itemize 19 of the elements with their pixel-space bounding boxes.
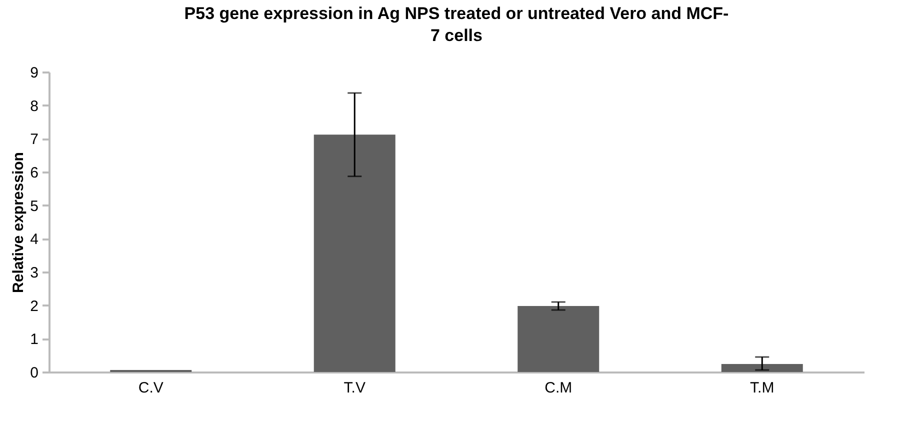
bar	[314, 134, 396, 372]
x-tick-label: T.M	[750, 380, 774, 396]
y-tick-label: 1	[30, 331, 38, 348]
y-tick-label: 3	[30, 264, 38, 282]
y-tick-label: 8	[30, 98, 38, 115]
bar	[721, 364, 803, 372]
y-tick-label: 5	[30, 198, 38, 215]
y-tick-label: 4	[30, 231, 38, 248]
y-tick-label: 0	[30, 364, 38, 382]
bar	[518, 306, 600, 372]
y-tick-label: 2	[30, 298, 38, 315]
chart-title: P53 gene expression in Ag NPS treated or untreated Vero and MCF-7 cells	[184, 4, 729, 45]
y-tick-label: 7	[30, 131, 38, 148]
y-tick-label: 9	[30, 64, 38, 82]
y-tick-label: 6	[30, 164, 38, 182]
x-tick-label: C.V	[138, 380, 164, 396]
x-tick-label: C.M	[544, 380, 572, 396]
x-tick-label: T.V	[344, 380, 366, 396]
y-axis-title: Relative expression	[10, 152, 28, 293]
